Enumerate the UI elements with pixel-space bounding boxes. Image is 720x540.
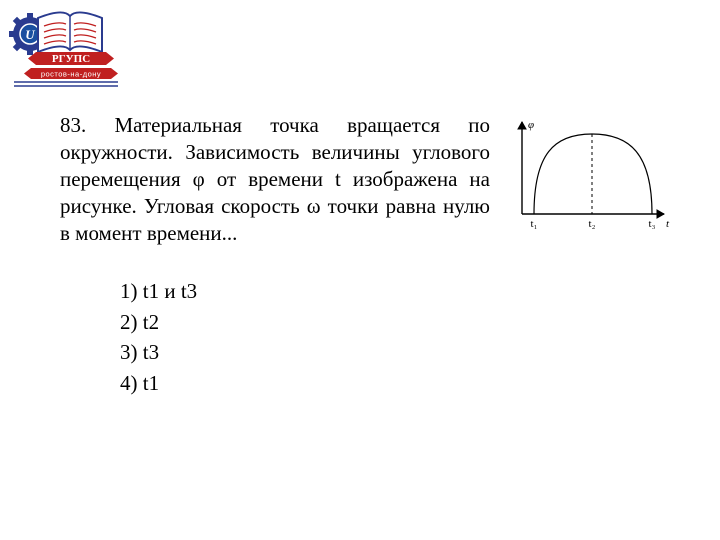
y-axis-label: φ: [528, 119, 534, 131]
book-icon: [38, 12, 102, 52]
content-area: 83. Материальная точка вращается по окру…: [60, 112, 680, 398]
question-text: 83. Материальная точка вращается по окру…: [60, 112, 490, 246]
question-row: 83. Материальная точка вращается по окру…: [60, 112, 680, 246]
tick-t1: t₁: [531, 218, 538, 230]
option-4: 4) t1: [120, 368, 680, 398]
option-3: 3) t3: [120, 337, 680, 367]
answer-options: 1) t1 и t3 2) t2 3) t3 4) t1: [120, 276, 680, 398]
option-1: 1) t1 и t3: [120, 276, 680, 306]
logo-bottom-ribbon: ростов-на-дону: [24, 68, 118, 79]
option-2: 2) t2: [120, 307, 680, 337]
logo-top-label: РГУПС: [52, 53, 90, 65]
logo-bottom-label: ростов-на-дону: [41, 70, 101, 79]
logo-badge-text: U: [25, 27, 35, 42]
rail-lines-icon: [14, 82, 118, 86]
phi-vs-t-graph: φ t₁ t₂ t₃ t: [504, 114, 674, 234]
x-axis-label: t: [666, 218, 670, 230]
question-number: 83.: [60, 113, 86, 137]
institution-logo: U РГУПС: [8, 0, 118, 90]
tick-t3: t₃: [649, 218, 656, 230]
tick-t2: t₂: [589, 218, 596, 230]
curve: [534, 134, 652, 214]
question-body: Материальная точка вращается по окружнос…: [60, 113, 490, 245]
logo-top-ribbon: РГУПС: [28, 52, 114, 65]
page: U РГУПС: [0, 0, 720, 540]
